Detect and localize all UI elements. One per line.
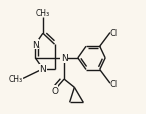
Text: O: O [51,86,58,95]
Text: Cl: Cl [110,79,118,88]
Text: CH₃: CH₃ [36,9,50,18]
Text: CH₃: CH₃ [9,74,23,83]
Text: N: N [40,65,46,74]
Text: N: N [61,54,67,63]
Text: Cl: Cl [110,29,118,38]
Text: N: N [32,40,39,49]
